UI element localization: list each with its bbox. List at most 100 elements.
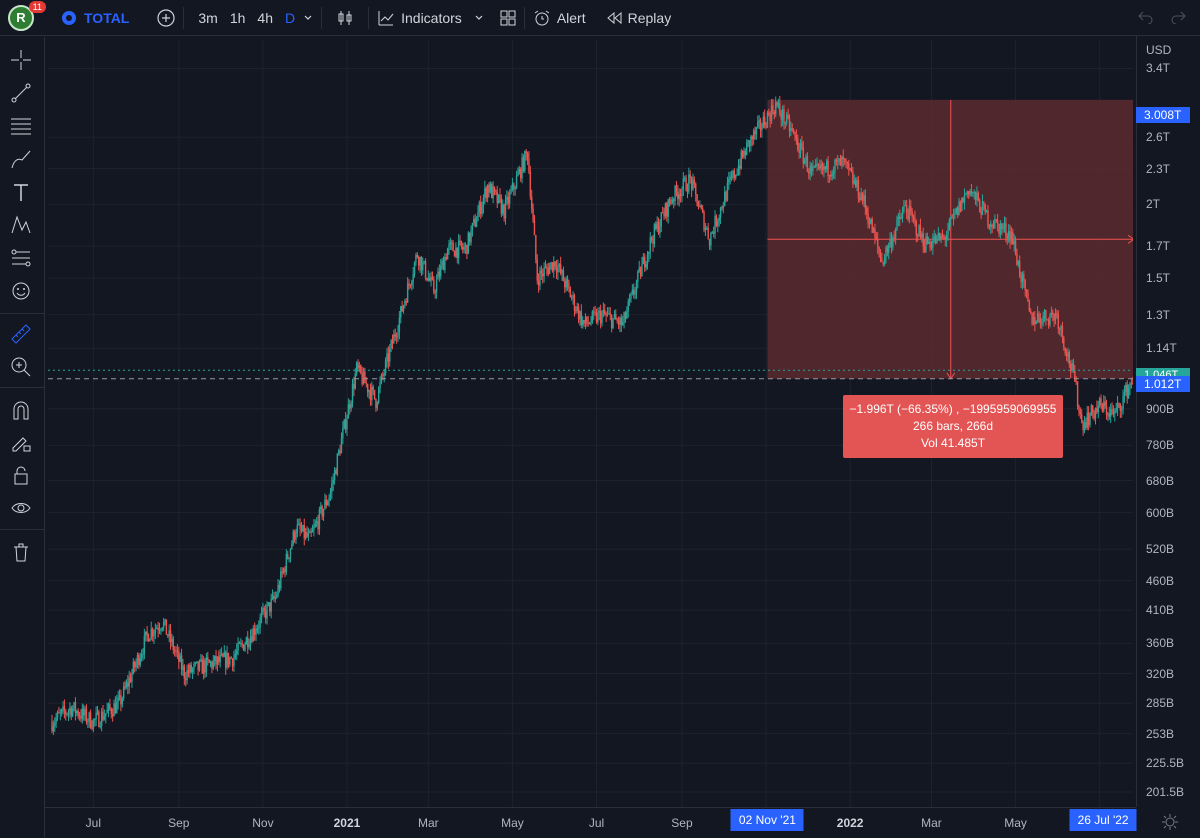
candle-body — [991, 224, 993, 227]
candle-body — [794, 132, 796, 136]
plus-circle-icon[interactable] — [157, 8, 175, 27]
candle-body — [799, 142, 802, 154]
trend-line-icon[interactable] — [8, 80, 34, 106]
timeframe-1h[interactable]: 1h — [229, 9, 246, 26]
price-tick-label: 285B — [1146, 696, 1175, 711]
price-tick-label: 320B — [1146, 666, 1175, 681]
zoom-icon[interactable] — [8, 354, 34, 380]
pattern-icon[interactable] — [8, 212, 34, 238]
lock-drawing-icon[interactable] — [8, 429, 34, 455]
lock-icon[interactable] — [8, 462, 34, 488]
candle-body — [768, 112, 770, 115]
candle-body — [467, 232, 470, 254]
candle-body — [353, 383, 355, 389]
candle-body — [1041, 323, 1043, 325]
time-axis[interactable]: Jul Sep Nov 2021 Mar May Jul Sep 2022 Mar May 02 No… — [45, 807, 1178, 838]
candle-body — [460, 241, 463, 247]
trash-icon[interactable] — [8, 539, 34, 565]
candle-body — [878, 246, 880, 253]
magnet-icon[interactable] — [8, 397, 34, 423]
replay-button[interactable]: Replay — [627, 9, 672, 26]
candle-body — [1108, 413, 1110, 417]
price-tick-label: 225.5B — [1146, 756, 1185, 771]
candle-body — [139, 658, 141, 665]
prediction-icon[interactable] — [8, 245, 34, 271]
time-tick-label: 2022 — [836, 816, 864, 830]
timeframe-4h[interactable]: 4h — [257, 9, 273, 26]
candle-body — [444, 256, 446, 271]
candle-body — [287, 553, 289, 559]
candle-body — [1122, 395, 1124, 410]
user-avatar[interactable]: R 11 — [8, 0, 46, 31]
candle-body — [784, 122, 787, 124]
candle-body — [624, 312, 627, 319]
chevron-down-icon[interactable] — [303, 13, 313, 23]
candle-body — [663, 213, 665, 217]
indicators-icon[interactable] — [377, 9, 395, 27]
ruler-icon[interactable] — [8, 321, 34, 347]
candle-body — [107, 703, 110, 710]
candle-body — [91, 727, 93, 729]
candle-body — [497, 194, 500, 203]
candle-body — [318, 509, 321, 530]
candle-body — [408, 283, 410, 285]
drawing-toolbar — [0, 37, 45, 838]
emoji-icon[interactable] — [8, 278, 34, 304]
candle-body — [945, 235, 948, 240]
candle-body — [843, 159, 846, 161]
candle-body — [1053, 314, 1055, 321]
candle-body — [1103, 401, 1105, 412]
candle-body — [94, 719, 96, 721]
candle-body — [899, 216, 901, 220]
candle-body — [153, 633, 155, 637]
crosshair-icon[interactable] — [8, 47, 34, 73]
settings-gear-icon[interactable] — [1160, 812, 1180, 832]
indicators-button[interactable]: Indicators — [401, 9, 462, 26]
candle-body — [1115, 408, 1117, 412]
candle-body — [1079, 411, 1082, 415]
text-icon[interactable] — [8, 179, 34, 205]
brush-icon[interactable] — [8, 146, 34, 172]
candle-body — [809, 165, 811, 174]
chart-canvas[interactable] — [48, 40, 1133, 807]
candle-body — [951, 217, 953, 219]
divider — [368, 6, 370, 29]
candles-icon[interactable] — [336, 9, 354, 27]
candle-body — [156, 627, 158, 629]
candle-body — [430, 276, 432, 281]
symbol-search[interactable]: TOTAL — [62, 10, 129, 26]
candle-body — [255, 631, 257, 635]
candle-body — [608, 313, 610, 315]
candle-body — [480, 202, 482, 215]
candle-body — [1072, 363, 1075, 371]
undo-icon[interactable] — [1138, 10, 1154, 24]
eye-icon[interactable] — [8, 495, 34, 521]
candle-body — [404, 301, 406, 306]
timeframe-d[interactable]: D — [284, 9, 296, 26]
candle-body — [744, 150, 747, 156]
candle-body — [933, 236, 935, 241]
candle-body — [227, 652, 230, 665]
candle-body — [918, 225, 920, 237]
price-axis[interactable]: USD 3.4T 2.6T 2.3T 2T 1.7T 1.5T 1.3T 1.14T 900B 7… — [1136, 36, 1200, 807]
candle-body — [171, 638, 173, 643]
candle-body — [1046, 319, 1048, 321]
candle-body — [390, 340, 392, 349]
candle-body — [572, 295, 574, 298]
timeframe-3m[interactable]: 3m — [198, 9, 218, 26]
price-chart[interactable] — [48, 40, 1133, 807]
redo-icon[interactable] — [1170, 10, 1186, 24]
fib-lines-icon[interactable] — [8, 113, 34, 139]
candle-body — [805, 156, 807, 161]
candle-body — [114, 703, 117, 714]
alarm-clock-icon[interactable] — [533, 9, 551, 27]
price-tick-label: 3.4T — [1146, 61, 1171, 76]
candle-body — [769, 114, 771, 122]
replay-icon[interactable] — [606, 11, 622, 25]
layout-grid-icon[interactable] — [500, 10, 516, 26]
chevron-down-icon[interactable] — [474, 13, 484, 23]
alert-button[interactable]: Alert — [556, 9, 586, 26]
candle-body — [751, 136, 753, 140]
candle-body — [194, 662, 197, 665]
candle-body — [864, 195, 867, 209]
